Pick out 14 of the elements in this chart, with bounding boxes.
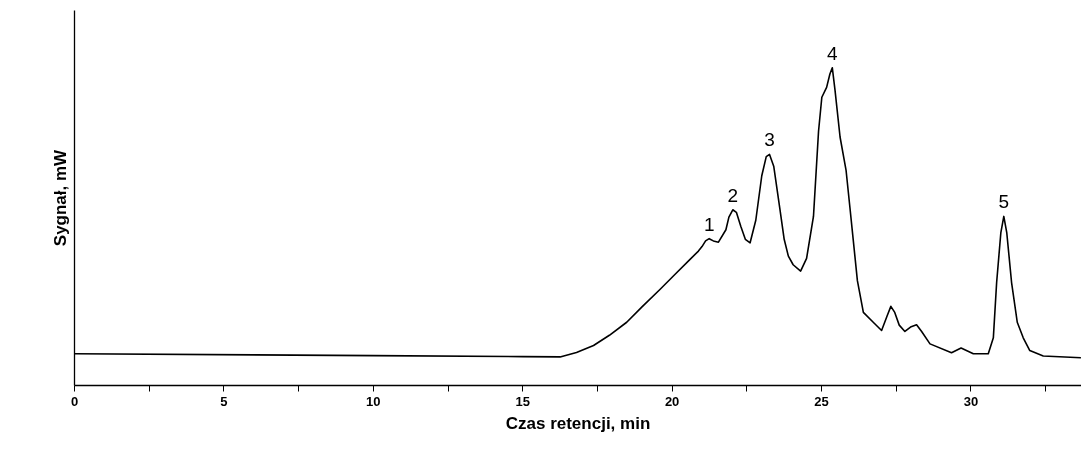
- x-axis-title: Czas retencji, min: [505, 413, 651, 433]
- annotation: 4: [827, 42, 839, 64]
- annotation: 1: [703, 213, 715, 235]
- x-tick-label: 0: [70, 393, 79, 409]
- annotation: 3: [764, 129, 775, 151]
- annotation: 5: [998, 191, 1010, 213]
- x-tick-label: 20: [664, 393, 680, 409]
- x-tick-label: 5: [220, 393, 228, 409]
- x-tick-label: 30: [963, 393, 979, 409]
- y-axis-title: Sygnał, mW: [50, 148, 70, 247]
- annotation: 2: [727, 184, 739, 206]
- x-tick-label: 10: [366, 393, 381, 409]
- x-tick-label: 25: [814, 393, 829, 409]
- x-tick-label: 15: [515, 393, 530, 409]
